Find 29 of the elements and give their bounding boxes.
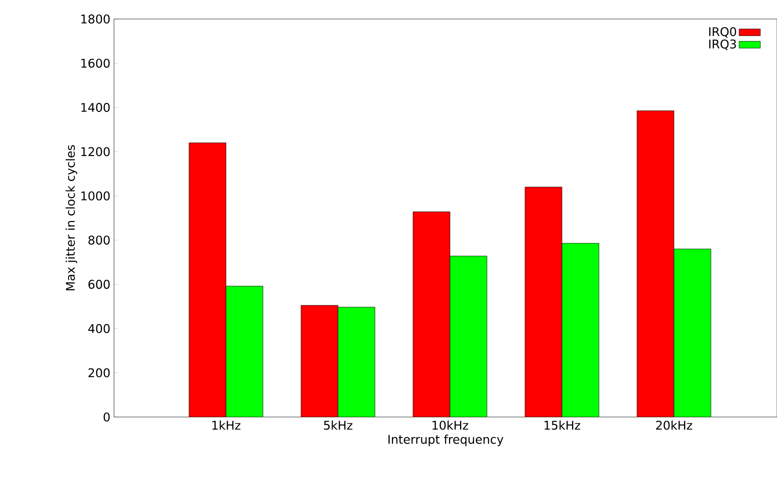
y-tick-label: 1600 <box>81 58 110 68</box>
bar <box>188 142 226 417</box>
y-tick-label: 0 <box>104 412 110 422</box>
y-tick-label: 800 <box>88 236 110 245</box>
legend-label: IRQ0 <box>709 27 736 38</box>
x-tick-label: 1kHz <box>212 420 240 430</box>
x-tick-label: 5kHz <box>324 420 352 430</box>
x-tick-label: 10kHz <box>432 420 468 430</box>
bar <box>300 305 338 417</box>
y-tick-label: 600 <box>88 280 110 289</box>
bar <box>226 286 264 417</box>
y-tick-label: 1200 <box>81 147 110 156</box>
x-axis-title: Interrupt frequency <box>388 434 504 446</box>
x-tick-label: 20kHz <box>656 420 692 430</box>
y-axis-title: Max jitter in clock cycles <box>66 145 78 290</box>
y-tick-label: 1400 <box>81 102 110 112</box>
bar <box>562 243 599 417</box>
y-tick-label: 1000 <box>81 191 110 200</box>
bar <box>636 110 674 417</box>
bar <box>525 187 562 417</box>
y-tick-label: 1800 <box>81 14 110 24</box>
bar <box>674 248 712 417</box>
x-tick-label: 15kHz <box>544 420 580 430</box>
bar <box>338 306 376 417</box>
y-tick-label: 200 <box>88 368 110 378</box>
bar <box>450 256 488 417</box>
legend-label: IRQ3 <box>709 40 736 50</box>
y-tick-label: 400 <box>88 324 110 334</box>
bar <box>412 212 450 417</box>
